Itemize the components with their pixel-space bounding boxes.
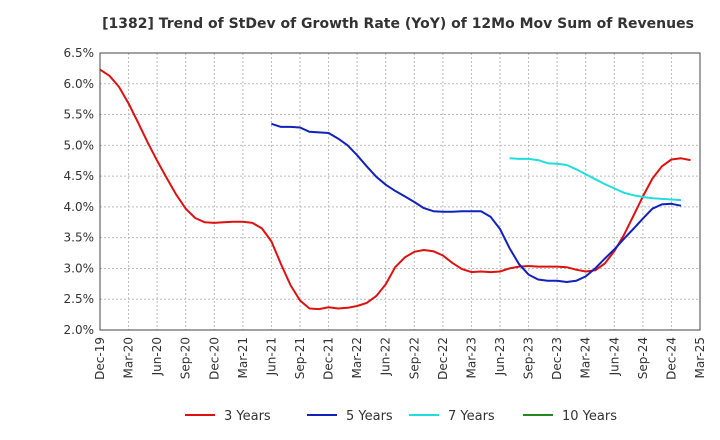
- y-tick-label: 2.5%: [64, 292, 95, 306]
- legend: 3 Years 5 Years 7 Years 10 Years: [185, 409, 617, 424]
- x-tick-label: Mar-20: [122, 337, 136, 378]
- x-tick-label: Sep-23: [522, 337, 536, 379]
- x-tick-label: Jun-24: [607, 337, 621, 376]
- x-tick-label: Mar-24: [579, 337, 593, 378]
- y-tick-label: 6.0%: [64, 77, 95, 91]
- chart-title: [1382] Trend of StDev of Growth Rate (Yo…: [102, 16, 694, 32]
- x-tick-label: Dec-24: [664, 337, 678, 380]
- x-tick-label: Mar-21: [236, 337, 250, 378]
- y-tick-label: 4.0%: [64, 200, 95, 214]
- y-tick-label: 2.0%: [64, 323, 95, 337]
- y-tick-label: 4.5%: [64, 169, 95, 183]
- x-tick-label: Sep-24: [636, 337, 650, 379]
- series-line-5-years: [271, 122, 682, 283]
- plot-frame: [99, 52, 701, 331]
- x-tick-label: Dec-23: [550, 337, 564, 380]
- y-tick-label: 6.5%: [64, 46, 95, 60]
- x-tick-label: Mar-23: [464, 337, 478, 378]
- x-tick-label: Mar-25: [693, 337, 707, 378]
- legend-label: 5 Years: [346, 409, 393, 424]
- x-tick-label: Sep-21: [293, 337, 307, 379]
- series-line-3-years: [99, 68, 691, 311]
- x-tick-label: Mar-22: [350, 337, 364, 378]
- x-tick-label: Jun-22: [379, 337, 393, 376]
- y-tick-label: 5.0%: [64, 138, 95, 152]
- grid: [99, 52, 701, 331]
- x-tick-label: Dec-21: [322, 337, 336, 380]
- x-axis-ticks: Dec-19 Mar-20 Jun-20 Sep-20 Dec-20 Mar-21 Jun-…: [93, 337, 707, 380]
- legend-label: 3 Years: [224, 409, 271, 424]
- series-line-7-years: [509, 157, 682, 202]
- legend-label: 7 Years: [448, 409, 495, 424]
- series-lines: [99, 68, 691, 311]
- y-axis-ticks: 6.5% 6.0% 5.5% 5.0% 4.5% 4.0% 3.5% 3.0% 2.5% 2.0%: [64, 46, 95, 337]
- x-tick-label: Sep-20: [179, 337, 193, 379]
- x-tick-label: Jun-21: [264, 337, 278, 376]
- legend-label: 10 Years: [562, 409, 617, 424]
- x-tick-label: Dec-22: [436, 337, 450, 380]
- y-tick-label: 3.0%: [64, 261, 95, 275]
- x-tick-label: Dec-19: [93, 337, 107, 380]
- y-tick-label: 3.5%: [64, 231, 95, 245]
- x-tick-label: Jun-20: [150, 337, 164, 376]
- x-tick-label: Dec-20: [207, 337, 221, 380]
- y-tick-label: 5.5%: [64, 108, 95, 122]
- x-tick-label: Sep-22: [407, 337, 421, 379]
- x-tick-label: Jun-23: [493, 337, 507, 376]
